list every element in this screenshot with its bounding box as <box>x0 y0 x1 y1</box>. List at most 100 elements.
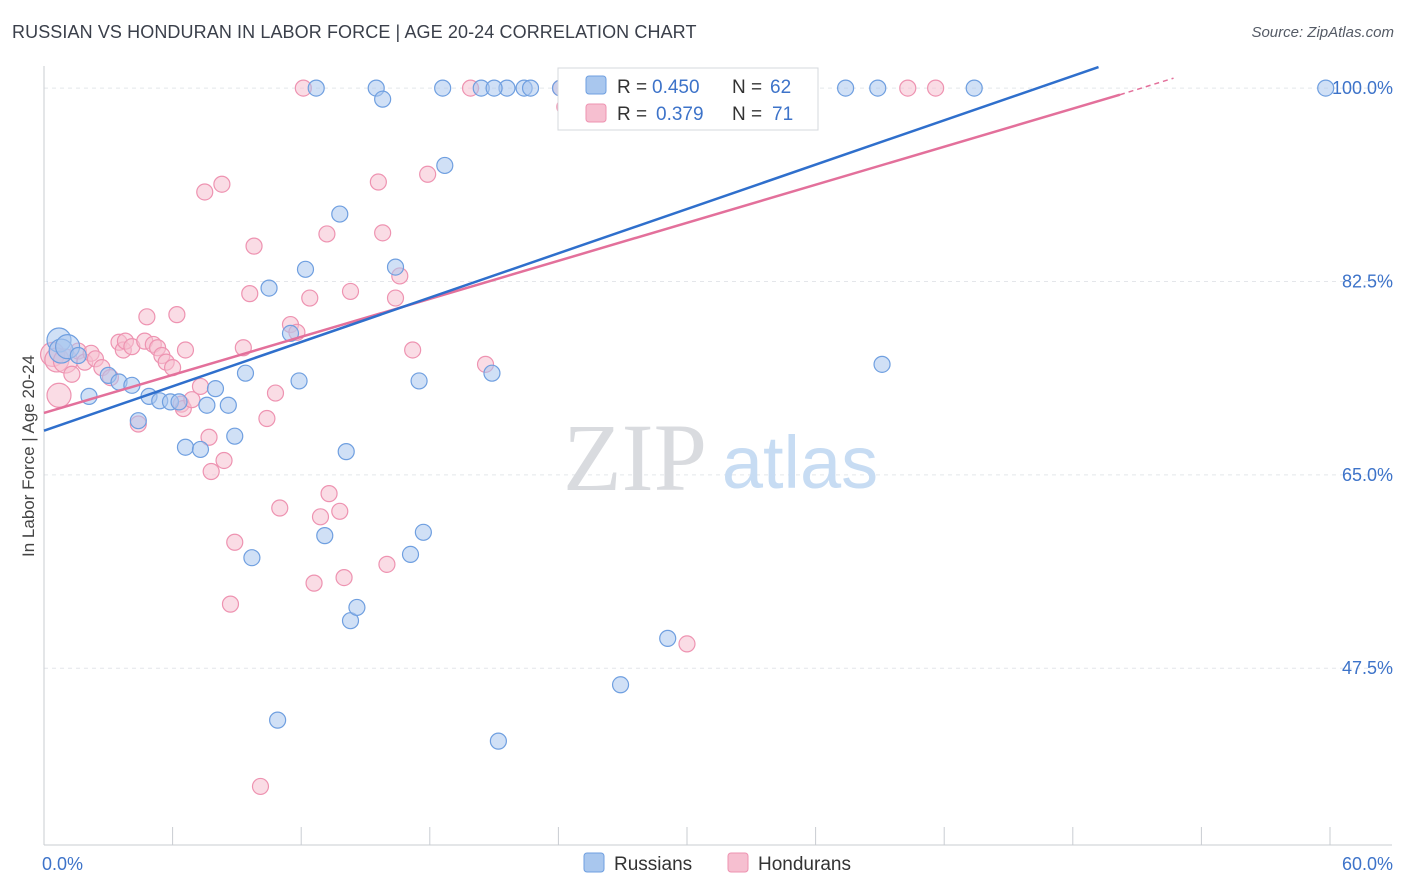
x-tick-label-1: 60.0% <box>1342 854 1393 874</box>
russian-point-33 <box>374 90 392 108</box>
russian-point-19 <box>236 364 255 382</box>
russian-point-34 <box>386 258 405 276</box>
honduran-point-67 <box>899 79 917 97</box>
russian-point-12 <box>170 393 188 411</box>
hondurans-swatch <box>585 103 607 123</box>
honduran-point-29 <box>196 183 214 201</box>
russian-point-54 <box>837 79 855 97</box>
hondurans-n-label: N = <box>732 104 762 125</box>
russians-r-value: 0.450 <box>652 77 700 98</box>
russian-point-31 <box>348 598 366 617</box>
honduran-point-31 <box>202 462 220 481</box>
honduran-point-50 <box>320 485 338 503</box>
russian-point-29 <box>337 443 355 461</box>
trend-lines <box>43 65 1174 432</box>
y-axis-label: In Labor Force | Age 20-24 <box>19 355 38 557</box>
hondurans-r-label: R = <box>617 104 647 125</box>
russian-point-13 <box>176 438 195 456</box>
x-tick-label-0: 0.0% <box>42 854 83 874</box>
russian-point-49 <box>611 676 630 694</box>
honduran-point-28 <box>191 377 210 396</box>
y-tick-label-0: 100.0% <box>1332 78 1393 98</box>
honduran-point-52 <box>335 568 353 587</box>
honduran-point-59 <box>404 341 422 359</box>
russian-point-24 <box>290 372 308 390</box>
legend-russians-label: Russians <box>614 854 692 875</box>
russian-point-21 <box>260 279 278 297</box>
honduran-point-53 <box>341 282 360 301</box>
honduran-point-34 <box>221 595 240 613</box>
russian-point-55 <box>869 79 887 97</box>
russian-point-41 <box>483 364 501 382</box>
honduran-point-4 <box>63 365 81 383</box>
russian-point-15 <box>198 396 216 414</box>
hondurans-n-value: 71 <box>772 104 793 125</box>
y-tick-label-1: 82.5% <box>1342 271 1393 291</box>
watermark: ZIP atlas <box>563 404 878 511</box>
hondurans-trend-line <box>43 93 1121 415</box>
russian-point-39 <box>436 156 454 175</box>
chart-title: RUSSIAN VS HONDURAN IN LABOR FORCE | AGE… <box>12 22 697 42</box>
hondurans-trend-extension <box>1119 77 1174 96</box>
y-tick-label-3: 47.5% <box>1342 658 1393 678</box>
russian-point-56 <box>873 355 891 373</box>
russian-point-58 <box>1317 79 1335 97</box>
stats-legend: R = 0.450 N = 62 R = 0.379 N = 71 <box>557 67 819 131</box>
honduran-point-55 <box>374 224 392 242</box>
russian-point-20 <box>243 549 261 567</box>
honduran-point-38 <box>245 237 263 255</box>
honduran-point-37 <box>241 285 259 303</box>
y-tick-label-2: 65.0% <box>1342 465 1393 485</box>
russian-point-35 <box>401 545 420 563</box>
honduran-point-32 <box>213 175 231 193</box>
russian-point-28 <box>331 205 349 223</box>
russians-trend-line <box>43 65 1099 432</box>
honduran-point-47 <box>305 574 323 592</box>
russian-point-36 <box>410 372 428 390</box>
russian-point-3 <box>69 346 87 365</box>
legend-russians-swatch <box>583 852 605 873</box>
legend-hondurans-swatch <box>727 852 749 873</box>
russian-point-25 <box>296 260 315 278</box>
honduran-point-46 <box>301 289 319 307</box>
honduran-point-54 <box>369 173 387 191</box>
series-legend: Russians Hondurans <box>583 852 851 875</box>
russian-point-52 <box>659 629 677 647</box>
honduran-point-33 <box>215 451 233 470</box>
russian-point-45 <box>521 79 540 97</box>
honduran-point-30 <box>200 428 218 446</box>
russians-n-label: N = <box>732 77 762 98</box>
honduran-point-26 <box>176 341 195 359</box>
russians-n-value: 62 <box>770 77 791 98</box>
honduran-point-51 <box>331 502 349 520</box>
honduran-point-49 <box>318 225 336 243</box>
honduran-point-39 <box>251 777 270 796</box>
source-label: Source: ZipAtlas.com <box>1251 24 1394 41</box>
honduran-point-40 <box>258 409 276 428</box>
honduran-point-48 <box>311 508 330 526</box>
honduran-point-42 <box>271 499 289 517</box>
russian-point-17 <box>219 396 237 414</box>
honduran-point-56 <box>378 555 396 573</box>
watermark-zip: ZIP <box>563 404 707 511</box>
russian-point-14 <box>191 440 210 459</box>
honduran-point-35 <box>226 533 244 551</box>
honduran-point-65 <box>678 635 696 653</box>
russian-point-37 <box>414 523 432 541</box>
legend-hondurans-label: Hondurans <box>758 854 851 875</box>
honduran-point-23 <box>168 306 186 324</box>
honduran-point-17 <box>138 308 156 326</box>
russian-point-22 <box>269 711 287 729</box>
russians-swatch <box>585 75 607 95</box>
russian-point-27 <box>316 527 334 545</box>
honduran-point-68 <box>927 79 945 97</box>
y-tick-labels: 100.0% 82.5% 65.0% 47.5% <box>1332 78 1393 678</box>
russian-point-18 <box>226 427 244 445</box>
watermark-atlas: atlas <box>722 421 878 504</box>
honduran-point-41 <box>266 384 285 402</box>
russian-point-42 <box>489 732 507 750</box>
honduran-point-60 <box>419 165 437 183</box>
russian-point-16 <box>206 380 225 398</box>
honduran-point-57 <box>386 289 405 307</box>
